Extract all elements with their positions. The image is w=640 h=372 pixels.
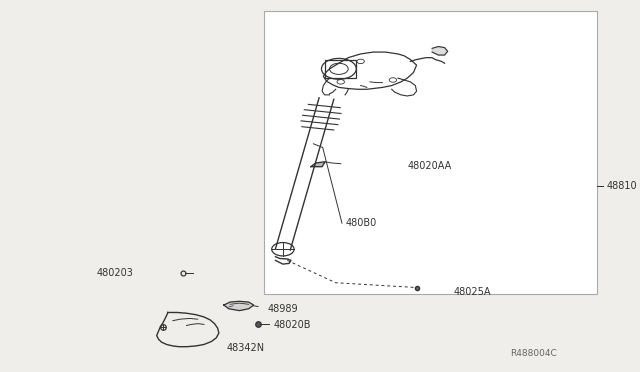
Text: 480203: 480203 <box>97 269 133 278</box>
Bar <box>264 11 597 294</box>
Text: 48025A: 48025A <box>454 287 492 297</box>
Polygon shape <box>432 46 447 55</box>
Polygon shape <box>224 301 253 311</box>
Polygon shape <box>311 162 325 167</box>
Text: 48989: 48989 <box>268 304 298 314</box>
Text: 48810: 48810 <box>606 181 637 191</box>
Text: 480B0: 480B0 <box>345 218 376 228</box>
Text: 48342N: 48342N <box>227 343 265 353</box>
Text: 48020AA: 48020AA <box>407 161 451 170</box>
Text: R488004C: R488004C <box>510 349 557 358</box>
Bar <box>324 60 356 78</box>
Text: 48020B: 48020B <box>273 321 311 330</box>
